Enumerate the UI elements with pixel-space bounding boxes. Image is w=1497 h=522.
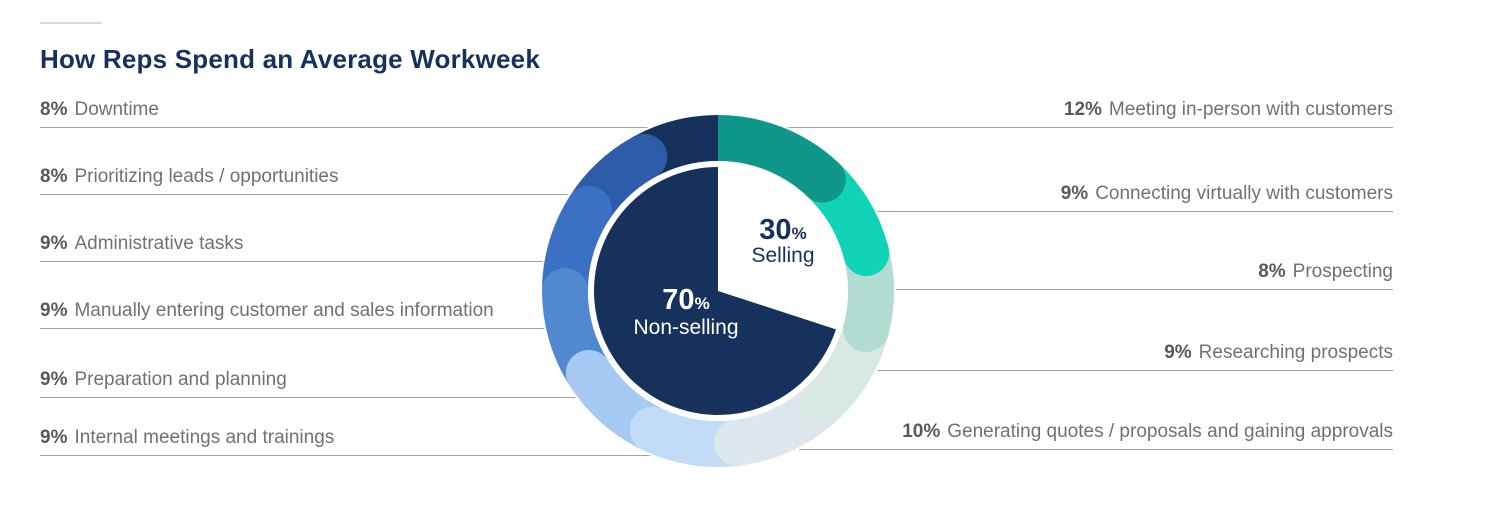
stat-row: 8% Prioritizing leads / opportunities bbox=[40, 154, 675, 195]
top-divider bbox=[40, 22, 102, 24]
ring-segment-cap bbox=[542, 268, 588, 314]
stat-percentage: 9% bbox=[1164, 341, 1192, 363]
ring-segment-cap bbox=[621, 133, 668, 180]
non-selling-value: 70 bbox=[662, 284, 695, 316]
stat-percentage: 12% bbox=[1063, 98, 1102, 120]
stat-row: 10% Generating quotes / proposals and gai… bbox=[745, 409, 1393, 450]
stat-label: Preparation and planning bbox=[74, 368, 287, 390]
ring-segment-cap bbox=[843, 306, 890, 353]
stat-label: Meeting in-person with customers bbox=[1108, 98, 1393, 120]
stat-label: Connecting virtually with customers bbox=[1095, 182, 1393, 204]
donut-ring bbox=[540, 113, 896, 469]
stat-label: Downtime bbox=[74, 98, 159, 120]
stat-label: Researching prospects bbox=[1198, 341, 1393, 363]
selling-value: 30 bbox=[759, 214, 792, 246]
selling-percent-sign: % bbox=[791, 224, 807, 243]
stat-label: Generating quotes / proposals and gainin… bbox=[947, 420, 1393, 442]
stat-percentage: 9% bbox=[40, 368, 68, 390]
non-selling-label: Non-selling bbox=[633, 316, 739, 339]
stat-row: 9% Manually entering customer and sales i… bbox=[40, 288, 675, 329]
stat-row: 9% Connecting virtually with customers bbox=[745, 171, 1393, 212]
ring-segment-cap bbox=[799, 156, 846, 203]
non-selling-wedge bbox=[594, 167, 836, 416]
stat-percentage: 9% bbox=[40, 299, 68, 321]
stat-row: 8% Downtime bbox=[40, 87, 675, 128]
ring-segment-cap bbox=[714, 419, 761, 466]
selling-label: Selling bbox=[751, 244, 815, 267]
stat-percentage: 9% bbox=[40, 426, 68, 448]
ring-segment-cap bbox=[843, 229, 890, 276]
stat-percentage: 9% bbox=[40, 232, 68, 254]
stat-label: Manually entering customer and sales inf… bbox=[74, 299, 494, 321]
stat-label: Prioritizing leads / opportunities bbox=[74, 165, 339, 187]
stat-label: Internal meetings and trainings bbox=[74, 426, 335, 448]
ring-segment-cap bbox=[799, 379, 846, 426]
stat-label: Administrative tasks bbox=[74, 232, 244, 254]
stat-row: 9% Researching prospects bbox=[745, 330, 1393, 371]
stat-row: 9% Preparation and planning bbox=[40, 357, 675, 398]
non-selling-percentage: 70% bbox=[662, 286, 709, 315]
chart-title: How Reps Spend an Average Workweek bbox=[40, 44, 540, 74]
stat-percentage: 8% bbox=[40, 165, 68, 187]
stat-row: 9% Administrative tasks bbox=[40, 221, 675, 262]
stat-percentage: 10% bbox=[902, 420, 941, 442]
non-selling-percent-sign: % bbox=[694, 294, 710, 313]
donut-chart: 30% Selling 70% Non-selling bbox=[518, 91, 918, 491]
stat-label: Prospecting bbox=[1292, 260, 1393, 282]
ring-segment-cap bbox=[629, 406, 676, 453]
stat-percentage: 9% bbox=[1060, 182, 1089, 204]
stat-percentage: 8% bbox=[40, 98, 68, 120]
ring-segment-cap bbox=[565, 349, 612, 396]
selling-percentage: 30% bbox=[759, 216, 806, 245]
stat-percentage: 8% bbox=[1258, 260, 1286, 282]
ring-segment-cap bbox=[565, 186, 612, 233]
stat-row: 9% Internal meetings and trainings bbox=[40, 415, 675, 456]
stat-row: 8% Prospecting bbox=[745, 249, 1393, 290]
stat-row: 12% Meeting in-person with customers bbox=[745, 87, 1393, 128]
